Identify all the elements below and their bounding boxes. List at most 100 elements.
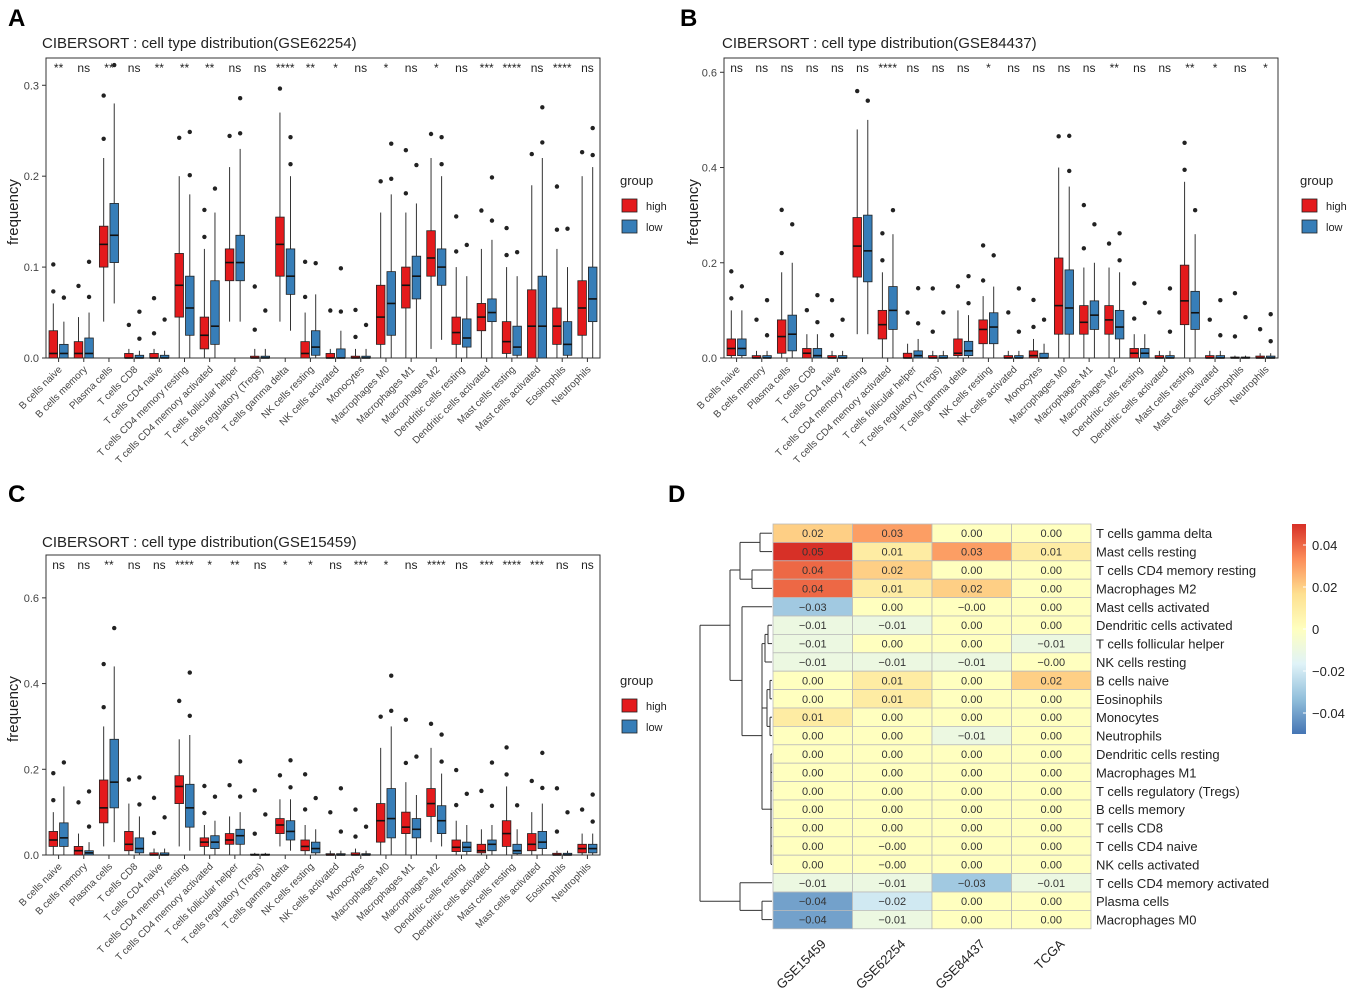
outlier-point <box>338 829 344 834</box>
significance-label: * <box>308 558 313 572</box>
outlier-point <box>328 308 333 313</box>
significance-label: * <box>333 61 338 75</box>
outlier-point <box>1182 167 1187 173</box>
heatmap-cell-label: 0.00 <box>1041 731 1062 743</box>
outlier-point <box>252 788 257 793</box>
outlier-point <box>590 125 595 131</box>
box-low <box>311 841 321 854</box>
box-low <box>235 234 245 282</box>
legend-label-high: high <box>646 201 667 213</box>
legend-title: group <box>620 673 653 688</box>
outlier-point <box>1117 231 1122 236</box>
outlier-point <box>414 754 419 759</box>
heatmap-cell-label: 0.00 <box>1041 841 1062 853</box>
heatmap-cell-label: 0.03 <box>882 528 903 540</box>
outlier-point <box>829 333 835 338</box>
heatmap-cell-label: 0.03 <box>961 547 982 559</box>
outlier-point <box>288 161 293 167</box>
heatmap-cell-label: 0.00 <box>802 786 823 798</box>
box-high <box>124 831 134 852</box>
heatmap-cell-label: −0.01 <box>799 620 827 632</box>
plot-frame <box>45 57 601 359</box>
heatmap-cell-label: 0.00 <box>1041 804 1062 816</box>
outlier-point <box>1268 312 1273 317</box>
outlier-point <box>905 310 910 315</box>
outlier-point <box>237 131 243 136</box>
outlier-point <box>489 803 495 808</box>
box-low <box>411 818 422 839</box>
significance-label: **** <box>175 558 194 572</box>
outlier-point <box>529 151 534 157</box>
outlier-point <box>930 329 935 334</box>
legend-label-low: low <box>646 722 663 734</box>
heatmap-cell-label: 0.00 <box>1041 915 1062 927</box>
outlier-point <box>86 294 92 300</box>
significance-label: ns <box>831 61 844 75</box>
outlier-point <box>61 295 67 300</box>
heatmap-cell-label: −0.02 <box>878 896 906 908</box>
outlier-point <box>514 249 520 255</box>
box-low <box>59 343 69 359</box>
heatmap-cell-label: 0.00 <box>802 731 823 743</box>
heatmap-cell-label: 0.00 <box>961 767 982 779</box>
significance-label: * <box>986 61 991 75</box>
outlier-point <box>202 207 207 213</box>
outlier-point <box>338 309 344 314</box>
outlier-point <box>540 750 545 756</box>
heatmap-cell-label: 0.00 <box>961 694 982 706</box>
outlier-point <box>227 133 232 139</box>
outlier-point <box>202 810 207 816</box>
heatmap-cell-label: 0.00 <box>882 639 903 651</box>
heatmap-cell-label: 0.00 <box>961 786 982 798</box>
box-high <box>224 248 235 282</box>
heatmap-cell-label: −0.01 <box>799 657 827 669</box>
box-low <box>1190 290 1200 330</box>
legend-swatch-low <box>621 719 638 734</box>
y-axis-label: frequency <box>5 179 22 245</box>
box-low <box>134 837 145 854</box>
significance-label: ns <box>1007 61 1020 75</box>
heatmap-cell-label: 0.00 <box>961 915 982 927</box>
heatmap-cell-label: 0.00 <box>1041 786 1062 798</box>
heatmap-cell-label: 0.00 <box>1041 565 1062 577</box>
significance-label: * <box>384 61 389 75</box>
panel-d: D 0.02 0.03 0.00 0.00 T cells gamma delta 0.05… <box>668 481 1345 992</box>
heatmap-row-label: T cells regulatory (Tregs) <box>1096 784 1240 799</box>
heatmap-cell-label: 0.01 <box>1041 547 1062 559</box>
box-low <box>487 839 497 852</box>
outlier-point <box>779 207 784 213</box>
heatmap-cell-label: 0.00 <box>802 694 823 706</box>
outlier-point <box>237 96 243 101</box>
panel-b: B CIBERSORT : cell type distribution(GSE8… <box>680 5 1347 466</box>
outlier-point <box>126 777 132 782</box>
significance-label: ns <box>1158 61 1171 75</box>
significance-label: ns <box>153 558 166 572</box>
outlier-point <box>403 717 409 722</box>
outlier-point <box>1192 207 1198 213</box>
heatmap-cell-label: −0.01 <box>799 639 827 651</box>
heatmap-row-label: Macrophages M2 <box>1096 581 1196 596</box>
heatmap-cell-label: −0.01 <box>958 657 986 669</box>
outlier-point <box>1067 133 1072 139</box>
box-high <box>501 321 512 354</box>
outlier-point <box>86 259 92 265</box>
heatmap-cell-label: 0.00 <box>1041 694 1062 706</box>
outlier-point <box>51 770 56 776</box>
heatmap-row-label: Eosinophils <box>1096 692 1163 707</box>
y-tick-label: 0.6 <box>24 593 39 605</box>
heatmap-cell-label: 0.00 <box>961 565 982 577</box>
outlier-point <box>137 336 142 341</box>
heatmap-cell-label: 0.00 <box>961 841 982 853</box>
box-high <box>476 843 487 854</box>
heatmap-cell-label: 0.00 <box>802 841 823 853</box>
outlier-point <box>1081 246 1087 251</box>
outlier-point <box>1142 300 1147 306</box>
outlier-point <box>579 149 585 155</box>
outlier-point <box>590 792 595 797</box>
outlier-point <box>76 800 81 805</box>
outlier-point <box>980 243 986 248</box>
outlier-point <box>187 129 192 135</box>
outlier-point <box>101 705 106 710</box>
outlier-point <box>353 334 358 340</box>
heatmap-row-label: Plasma cells <box>1096 894 1169 909</box>
